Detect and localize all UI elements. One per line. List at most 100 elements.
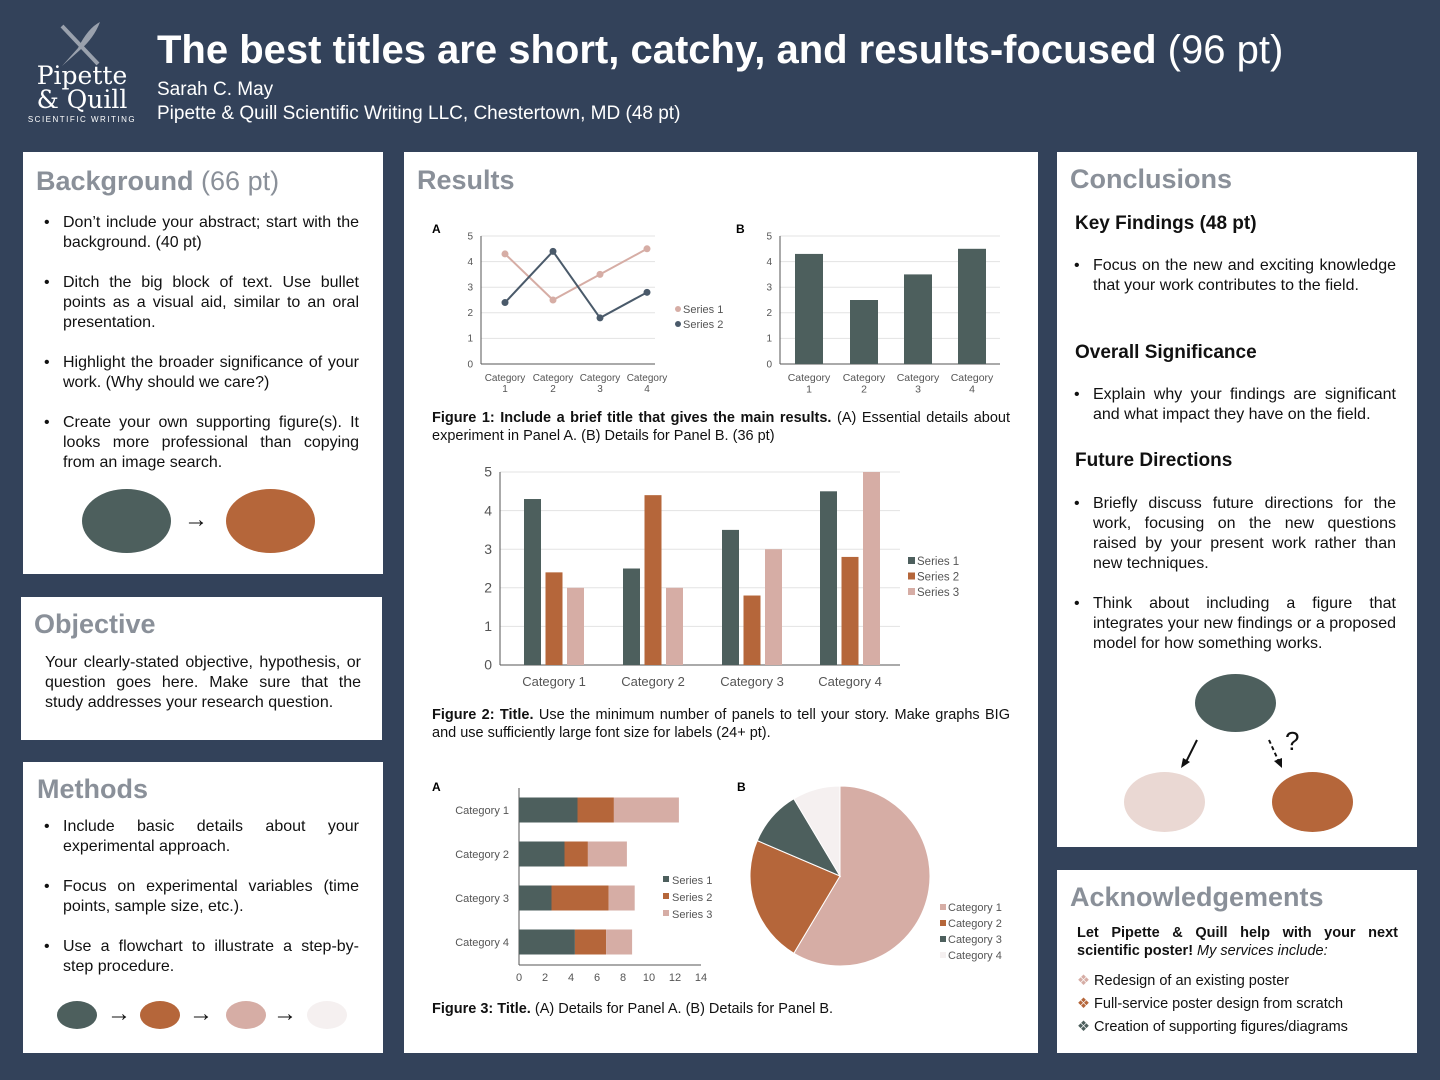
future-heading: Future Directions [1075,450,1233,471]
y-tick-label: 4 [484,502,492,518]
line-series-2 [504,249,648,320]
y-tick-label: 5 [766,231,772,242]
x-tick-label: Category [627,373,668,384]
x-tick-label: 1 [502,384,508,395]
step-2-oval [140,1001,180,1029]
legend-label: Category 1 [948,902,1002,914]
x-tick-label: Category [580,373,621,384]
arrow-icon: → [107,1000,131,1027]
acknowledgements-heading: Acknowledgements [1070,882,1324,912]
background-heading: Background (66 pt) [36,166,280,196]
data-point [643,245,651,253]
bar [958,248,986,364]
figure-3-caption: Figure 3: Title. (A) Details for Panel A… [432,1001,834,1017]
y-tick-label: 2 [484,579,492,595]
x-tick-label: 3 [597,384,603,395]
model-top-oval [1195,674,1276,732]
future-bullets: Briefly discuss future directions for th… [1071,494,1396,674]
legend-label: Series 1 [672,875,712,887]
x-tick-label: 3 [915,384,921,396]
legend-marker [908,572,915,580]
x-tick-label: 4 [644,384,650,395]
x-tick-label: 2 [861,384,867,396]
x-tick-label: Category 1 [522,674,586,689]
bar-segment [608,885,635,911]
step-3-oval [226,1001,266,1029]
objective-panel: Objective Your clearly-stated objective,… [21,597,382,740]
x-tick-label: 8 [620,972,626,984]
diamond-bullet-icon: ❖ [1077,1019,1090,1035]
y-tick-label: 2 [766,308,772,319]
service-list: ❖ Redesign of an existing poster ❖ Full-… [1077,970,1348,1039]
figure-2-caption: Figure 2: Title. Use the minimum number … [432,707,1010,741]
bullet: Briefly discuss future directions for th… [1071,494,1396,574]
x-tick-label: 1 [806,384,812,396]
legend-marker [940,936,946,942]
title-size: (96 pt) [1167,28,1284,72]
y-tick-label: 0 [467,359,473,370]
x-tick-label: 6 [594,972,600,984]
data-point [501,299,509,307]
conclusions-heading: Conclusions [1070,164,1233,194]
question-mark: ? [1285,726,1300,756]
bullet: Focus on the new and exciting knowledge … [1071,256,1396,296]
bar-segment [577,797,614,823]
bullet: Highlight the broader significance of yo… [41,353,359,393]
methods-bullets: Include basic details about your experim… [41,817,359,997]
y-tick-label: 3 [484,541,492,557]
bar-segment [587,841,627,867]
legend-marker [675,306,681,312]
bar [722,529,739,665]
bullet: Include basic details about your experim… [41,817,359,857]
bar [841,556,859,665]
significance-heading: Overall Significance [1075,342,1257,363]
step-1-oval [57,1001,97,1029]
logo-tagline: SCIENTIFIC WRITING [27,115,137,124]
x-tick-label: Category [485,373,526,384]
service-item: ❖ Redesign of an existing poster [1077,973,1290,989]
y-tick-label: 4 [467,257,473,268]
y-tick-label: 0 [766,359,772,370]
bar-segment [606,929,633,955]
background-bullets: Don’t include your abstract; start with … [41,213,359,493]
bar-segment [519,885,552,911]
model-right-oval [1272,772,1353,832]
bar-segment [574,929,607,955]
x-tick-label: Category [843,372,886,384]
x-tick-label: 12 [669,972,681,984]
legend-label: Category 3 [948,934,1002,946]
data-point [596,270,604,278]
pie-slice [793,785,841,878]
bar [666,587,683,665]
bar-segment [564,841,588,867]
dashed-arrow-down-right-icon [1268,739,1282,768]
panel-label: B [737,780,746,794]
y-tick-label: 2 [467,308,473,319]
pipette-quill-icon [60,22,100,66]
legend-label: Series 1 [917,556,959,568]
key-findings-bullets: Focus on the new and exciting knowledge … [1071,256,1396,316]
x-tick-label: 2 [550,384,556,395]
acknowledgements-intro: Let Pipette & Quill help with your next … [1077,925,1398,959]
service-item: ❖ Full-service poster design from scratc… [1077,996,1344,1012]
bullet: Think about including a figure that inte… [1071,594,1396,654]
y-tick-label: Category 4 [455,937,509,949]
bar [795,253,823,364]
x-tick-label: Category [533,373,574,384]
legend-label: Series 2 [683,319,723,331]
background-panel: Background (66 pt) Don’t include your ab… [23,152,383,574]
y-tick-label: Category 2 [455,849,509,861]
legend-marker [908,588,915,595]
legend-marker [908,557,915,564]
bar-segment [519,797,578,823]
y-tick-label: 5 [467,231,473,242]
bullet: Focus on experimental variables (time po… [41,877,359,917]
x-tick-label: 0 [516,972,522,984]
x-tick-label: 4 [568,972,574,984]
line-series-1 [504,247,648,302]
x-tick-label: 4 [969,384,975,396]
key-findings-heading: Key Findings (48 pt) [1075,213,1257,234]
x-tick-label: Category 2 [621,674,685,689]
results-heading: Results [417,165,515,195]
